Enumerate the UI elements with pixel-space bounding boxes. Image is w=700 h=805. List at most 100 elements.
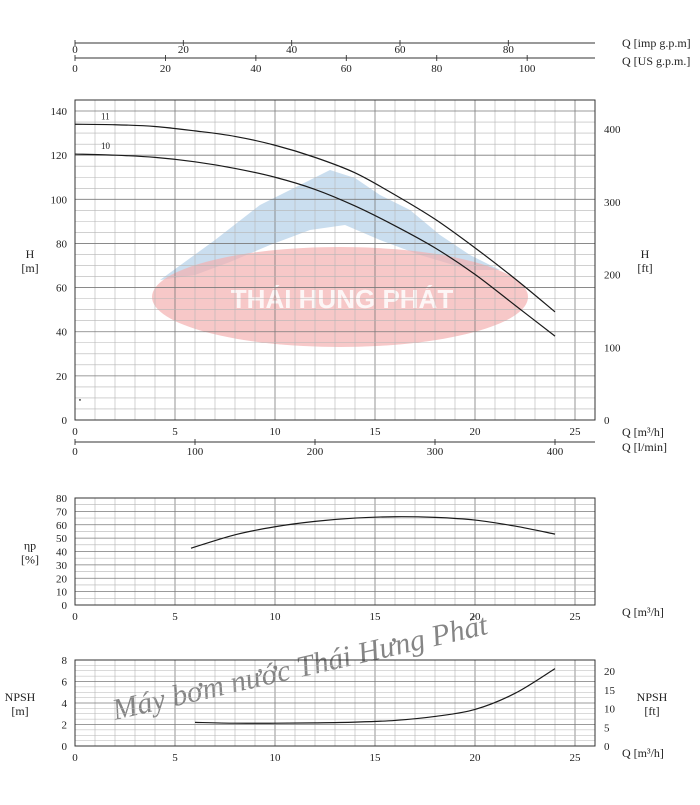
- annotation: •: [79, 396, 82, 404]
- top-tick-label: 40: [286, 44, 298, 56]
- y-tick-label: 10: [56, 587, 68, 599]
- y-tick-label: 2: [62, 720, 68, 732]
- y2-tick-label: 10: [604, 704, 616, 716]
- plot-frame: [74, 99, 596, 421]
- y-tick-label: 80: [56, 493, 68, 505]
- series-label: 10: [101, 141, 111, 151]
- plot-frame: [74, 659, 596, 747]
- top-tick-label: 100: [519, 63, 536, 75]
- y-tick-label: 50: [56, 533, 68, 545]
- y-axis-label: H [m]: [21, 247, 38, 275]
- x-tick-label: 10: [270, 426, 282, 438]
- y-tick-label: 120: [51, 150, 68, 162]
- grid: [74, 99, 596, 421]
- y-tick-label: 100: [51, 194, 68, 206]
- x-tick-label: 15: [370, 752, 382, 764]
- top-tick-label: 20: [160, 63, 172, 75]
- y-tick-label: 40: [56, 547, 68, 559]
- top-tick-label: 20: [178, 44, 190, 56]
- x-tick-label: 0: [72, 611, 78, 623]
- x-tick-label: 15: [370, 426, 382, 438]
- us-gpm-axis-label: Q [US g.p.m.]: [622, 54, 690, 68]
- top-tick-label: 40: [250, 63, 262, 75]
- y2-tick-label: 400: [604, 124, 621, 136]
- y-tick-label: 60: [56, 520, 68, 532]
- x-axis-label: Q [m³/h]: [622, 605, 664, 619]
- y-axis-label: ηp [%]: [21, 539, 39, 567]
- top-tick-label: 80: [431, 63, 443, 75]
- top-tick-label: 60: [341, 63, 353, 75]
- y-tick-label: 30: [56, 560, 68, 572]
- x-tick-label: 10: [270, 611, 282, 623]
- x2-tick-label: 400: [547, 446, 564, 458]
- y2-axis-label: NPSH [ft]: [637, 690, 668, 718]
- top-flow-axes: 0 20 40 60 80 0 20 40 60 80 100 Q [imp g.p.m] Q […: [72, 36, 690, 75]
- x2-tick-label: 0: [72, 446, 78, 458]
- series-label: 11: [101, 111, 110, 121]
- us-gpm-axis: 0 20 40 60 80 100: [72, 55, 536, 75]
- series-line-efficiency: [190, 516, 556, 549]
- x-tick-label: 0: [72, 426, 78, 438]
- y2-tick-label: 5: [604, 722, 610, 734]
- x-tick-label: 20: [470, 752, 482, 764]
- y2-tick-label: 15: [604, 685, 616, 697]
- series-line-10: [74, 153, 556, 337]
- series-line-11: [74, 123, 556, 313]
- y-tick-label: 20: [56, 573, 68, 585]
- head-chart: 0 5 10 15 20 25020406080100120140010020030040…: [21, 99, 667, 458]
- series-line-npsh: [194, 668, 556, 724]
- npsh-chart: 0 5 10 15 20 25 0 2 4 6 8 0 5 10 15 20 Q [m³/h] NPSH [m] NP…: [5, 655, 668, 764]
- y-tick-label: 20: [56, 371, 68, 383]
- x-tick-label: 5: [172, 611, 178, 623]
- x-tick-label: 20: [470, 611, 482, 623]
- y2-axis-label: H [ft]: [637, 247, 652, 275]
- y2-tick-label: 300: [604, 197, 621, 209]
- x-axis-label: Q [m³/h]: [622, 425, 664, 439]
- watermark-ellipse: [152, 247, 528, 347]
- top-tick-label: 60: [395, 44, 407, 56]
- y-tick-label: 80: [56, 238, 68, 250]
- x-tick-label: 0: [72, 752, 78, 764]
- y-tick-label: 0: [62, 741, 68, 753]
- grid: [74, 497, 596, 606]
- x-tick-label: 10: [270, 752, 282, 764]
- x2-tick-label: 100: [187, 446, 204, 458]
- plot-frame: [74, 497, 596, 606]
- y2-tick-label: 20: [604, 666, 616, 678]
- x2-tick-label: 200: [307, 446, 324, 458]
- x-tick-label: 20: [470, 426, 482, 438]
- x-axis-label: Q [m³/h]: [622, 746, 664, 760]
- grid: [74, 659, 596, 747]
- x-tick-label: 25: [570, 426, 582, 438]
- y2-tick-label: 0: [604, 741, 610, 753]
- imp-gpm-axis: 0 20 40 60 80: [72, 40, 514, 56]
- y2-tick-label: 100: [604, 342, 621, 354]
- x2-axis-label: Q [l/min]: [622, 440, 667, 454]
- y-tick-label: 40: [56, 327, 68, 339]
- y-tick-label: 70: [56, 506, 68, 518]
- y-tick-label: 140: [51, 106, 68, 118]
- y-tick-label: 60: [56, 283, 68, 295]
- watermark-logo-text: THÁI HUNG PHÁT: [231, 284, 454, 314]
- y-tick-label: 6: [62, 677, 68, 689]
- x-tick-label: 5: [172, 426, 178, 438]
- y2-tick-label: 200: [604, 270, 621, 282]
- top-tick-label: 0: [72, 63, 78, 75]
- y2-tick-label: 0: [604, 415, 610, 427]
- x-tick-label: 25: [570, 611, 582, 623]
- top-tick-label: 0: [72, 44, 78, 56]
- watermark-diagonal-text: Máy bơm nước Thái Hưng Phát: [108, 608, 491, 727]
- y-tick-label: 4: [62, 698, 68, 710]
- y-axis-label: NPSH [m]: [5, 690, 36, 718]
- y-tick-label: 8: [62, 655, 68, 667]
- imp-gpm-axis-label: Q [imp g.p.m]: [622, 36, 691, 50]
- x-tick-label: 5: [172, 752, 178, 764]
- x-tick-label: 15: [370, 611, 382, 623]
- top-tick-label: 80: [503, 44, 515, 56]
- y-tick-label: 0: [62, 415, 68, 427]
- y-tick-label: 0: [62, 600, 68, 612]
- x-tick-label: 25: [570, 752, 582, 764]
- x2-tick-label: 300: [427, 446, 444, 458]
